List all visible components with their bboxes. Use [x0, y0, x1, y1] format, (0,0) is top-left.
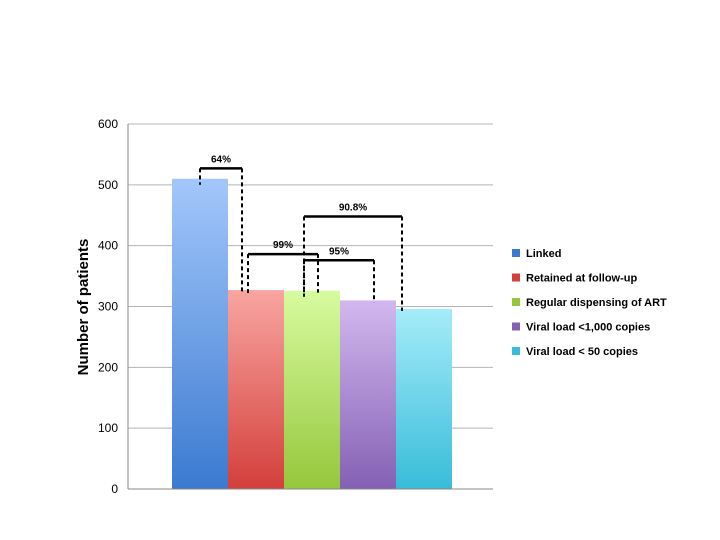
legend-swatch [512, 322, 520, 331]
annotation-label: 95% [329, 246, 349, 257]
annotation-bracket: 95% [303, 246, 375, 303]
annotation-bracket: 90.8% [303, 202, 403, 311]
y-tick-label: 400 [98, 239, 118, 253]
annotation-label: 64% [211, 154, 231, 165]
bar [228, 290, 284, 489]
y-tick-label: 600 [98, 117, 118, 131]
bar [340, 300, 396, 489]
legend-item: Retained at follow-up [512, 273, 638, 285]
annotation-label: 99% [273, 240, 293, 251]
legend-item: Viral load < 50 copies [512, 346, 638, 358]
legend-swatch [512, 249, 520, 257]
bars [172, 178, 452, 489]
annotation-bracket: 99% [247, 240, 319, 297]
legend-swatch [512, 347, 520, 355]
legend-swatch [512, 273, 520, 282]
y-tick-label: 100 [98, 421, 118, 435]
bar [284, 290, 340, 489]
legend-item: Viral load <1,000 copies [512, 322, 650, 334]
legend-item: Linked [512, 248, 561, 260]
annotations: 64% 99% 95% 90.8% [199, 154, 403, 311]
legend-label: Retained at follow-up [526, 273, 638, 285]
y-tick-label: 500 [98, 178, 118, 192]
annotation-bracket: 64% [199, 154, 243, 293]
annotation-label: 90.8% [339, 202, 367, 213]
legend-label: Linked [526, 248, 561, 260]
bar [396, 308, 452, 489]
y-tick-label: 0 [111, 482, 118, 496]
bar [172, 178, 228, 489]
y-axis-ticks: 0 100 200 300 400 500 600 [98, 117, 118, 496]
y-axis-label: Number of patients [75, 239, 92, 376]
legend-item: Regular dispensing of ART [512, 297, 667, 309]
axes [127, 124, 493, 490]
legend-label: Viral load < 50 copies [526, 346, 638, 358]
y-tick-label: 200 [98, 360, 118, 374]
y-tick-label: 300 [98, 300, 118, 314]
legend-swatch [512, 298, 520, 306]
legend: Linked Retained at follow-up Regular dispe… [512, 248, 667, 358]
legend-label: Viral load <1,000 copies [526, 322, 650, 334]
legend-label: Regular dispensing of ART [526, 297, 667, 309]
